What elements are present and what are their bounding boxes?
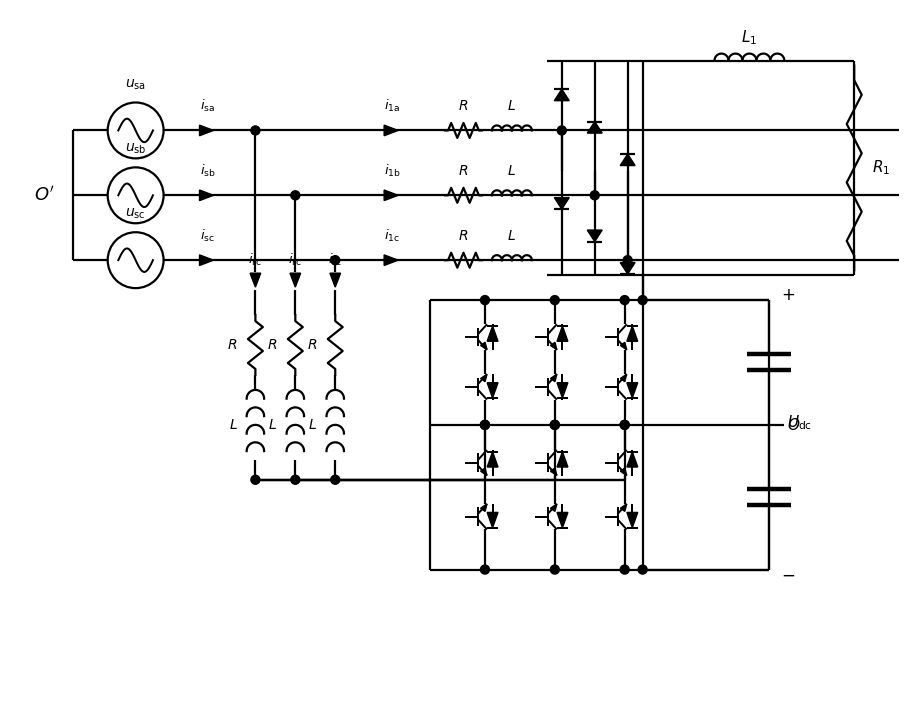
Text: $i_{\mathrm{1a}}$: $i_{\mathrm{1a}}$ <box>384 99 400 114</box>
Polygon shape <box>620 262 635 274</box>
Circle shape <box>638 565 647 574</box>
Text: $i_{\mathrm{sc}}$: $i_{\mathrm{sc}}$ <box>200 228 215 244</box>
Polygon shape <box>554 197 569 209</box>
Circle shape <box>331 475 340 484</box>
Circle shape <box>550 420 559 429</box>
Polygon shape <box>550 468 557 475</box>
Polygon shape <box>627 452 638 467</box>
Circle shape <box>480 420 489 429</box>
Polygon shape <box>487 383 498 398</box>
Polygon shape <box>481 504 487 511</box>
Circle shape <box>623 256 632 264</box>
Circle shape <box>550 420 559 429</box>
Polygon shape <box>620 468 627 475</box>
Text: $R$: $R$ <box>267 338 277 352</box>
Polygon shape <box>620 374 627 381</box>
Circle shape <box>620 295 630 305</box>
Polygon shape <box>384 255 398 266</box>
Polygon shape <box>627 383 638 398</box>
Text: $i_{\mathrm{1c}}$: $i_{\mathrm{1c}}$ <box>384 228 400 244</box>
Circle shape <box>251 475 260 484</box>
Polygon shape <box>384 190 398 201</box>
Polygon shape <box>557 513 568 528</box>
Circle shape <box>550 565 559 574</box>
Polygon shape <box>384 125 398 136</box>
Circle shape <box>558 126 567 135</box>
Polygon shape <box>200 125 213 136</box>
Polygon shape <box>487 513 498 528</box>
Text: $u_{\mathrm{sb}}$: $u_{\mathrm{sb}}$ <box>125 142 147 157</box>
Polygon shape <box>557 326 568 341</box>
Circle shape <box>620 420 630 429</box>
Text: $R$: $R$ <box>227 338 238 352</box>
Polygon shape <box>620 504 627 511</box>
Polygon shape <box>290 273 301 287</box>
Text: $U_{\mathrm{dc}}$: $U_{\mathrm{dc}}$ <box>787 414 813 432</box>
Polygon shape <box>550 504 557 511</box>
Polygon shape <box>481 343 487 350</box>
Polygon shape <box>487 452 498 467</box>
Circle shape <box>590 191 599 200</box>
Circle shape <box>480 420 489 429</box>
Text: $i_{\mathrm{rc}}$: $i_{\mathrm{rc}}$ <box>249 252 262 268</box>
Circle shape <box>291 191 300 200</box>
Polygon shape <box>627 326 638 341</box>
Text: $L$: $L$ <box>229 418 238 432</box>
Circle shape <box>480 565 489 574</box>
Circle shape <box>620 565 630 574</box>
Text: $R$: $R$ <box>458 164 468 178</box>
Text: $i_{\mathrm{rc}}$: $i_{\mathrm{rc}}$ <box>288 252 302 268</box>
Text: $L$: $L$ <box>507 164 517 178</box>
Polygon shape <box>620 154 635 166</box>
Polygon shape <box>554 90 569 101</box>
Text: $-$: $-$ <box>782 565 795 584</box>
Text: $L$: $L$ <box>309 418 317 432</box>
Text: $L$: $L$ <box>507 229 517 243</box>
Text: $O'$: $O'$ <box>35 186 56 205</box>
Polygon shape <box>588 230 602 242</box>
Circle shape <box>251 126 260 135</box>
Polygon shape <box>550 374 557 381</box>
Text: $L$: $L$ <box>507 99 517 114</box>
Polygon shape <box>620 343 627 350</box>
Circle shape <box>480 295 489 305</box>
Polygon shape <box>557 383 568 398</box>
Polygon shape <box>251 273 261 287</box>
Polygon shape <box>588 122 602 133</box>
Text: $O$: $O$ <box>787 417 801 433</box>
Text: $+$: $+$ <box>782 286 795 304</box>
Polygon shape <box>481 468 487 475</box>
Polygon shape <box>627 513 638 528</box>
Polygon shape <box>200 190 213 201</box>
Text: $i_{\mathrm{sb}}$: $i_{\mathrm{sb}}$ <box>200 164 215 179</box>
Polygon shape <box>200 255 213 266</box>
Text: $i_{\mathrm{1b}}$: $i_{\mathrm{1b}}$ <box>384 164 401 179</box>
Text: $i_{\mathrm{rc}}$: $i_{\mathrm{rc}}$ <box>328 252 343 268</box>
Circle shape <box>291 475 300 484</box>
Polygon shape <box>481 374 487 381</box>
Text: $L$: $L$ <box>269 418 277 432</box>
Polygon shape <box>550 343 557 350</box>
Text: $u_{\mathrm{sa}}$: $u_{\mathrm{sa}}$ <box>125 77 146 92</box>
Text: $R$: $R$ <box>458 229 468 243</box>
Circle shape <box>638 295 647 305</box>
Text: $L_1$: $L_1$ <box>742 28 758 47</box>
Circle shape <box>550 295 559 305</box>
Text: $R$: $R$ <box>458 99 468 114</box>
Text: $u_{\mathrm{sc}}$: $u_{\mathrm{sc}}$ <box>126 207 146 221</box>
Polygon shape <box>557 452 568 467</box>
Text: $R_1$: $R_1$ <box>872 159 890 177</box>
Text: $R$: $R$ <box>307 338 317 352</box>
Polygon shape <box>330 273 341 287</box>
Circle shape <box>331 256 340 264</box>
Text: $i_{\mathrm{sa}}$: $i_{\mathrm{sa}}$ <box>200 99 215 114</box>
Polygon shape <box>487 326 498 341</box>
Circle shape <box>620 420 630 429</box>
